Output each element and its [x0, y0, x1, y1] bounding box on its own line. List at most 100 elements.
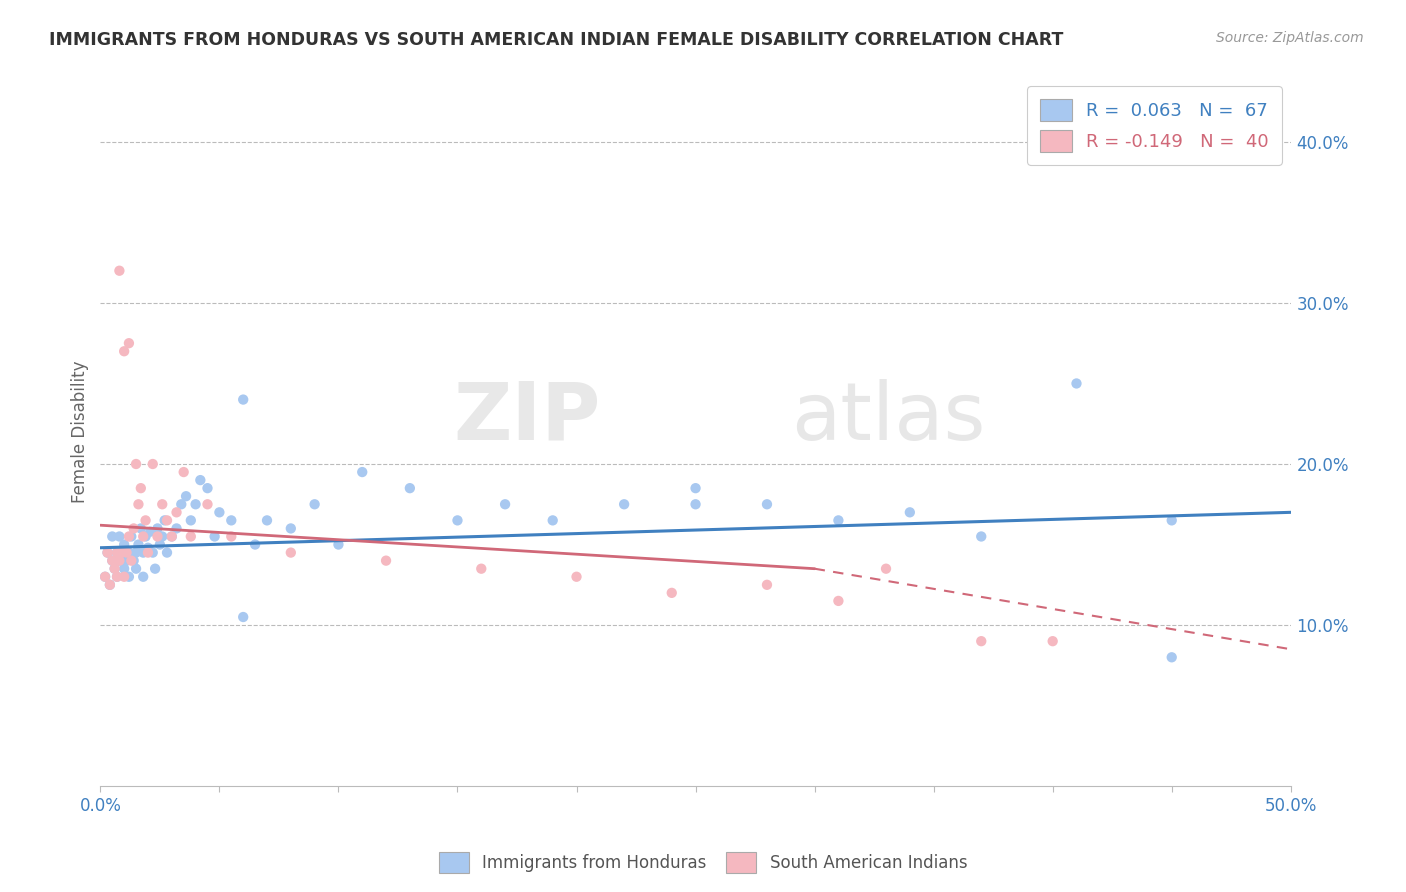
Point	[150, 529, 173, 543]
Point	[180, 529, 202, 543]
Point	[166, 521, 188, 535]
Point	[197, 481, 219, 495]
Point	[756, 578, 779, 592]
Point	[112, 344, 135, 359]
Point	[94, 570, 117, 584]
Legend: Immigrants from Honduras, South American Indians: Immigrants from Honduras, South American…	[432, 846, 974, 880]
Point	[135, 513, 157, 527]
Point	[150, 497, 173, 511]
Point	[153, 513, 176, 527]
Point	[125, 545, 148, 559]
Point	[136, 545, 159, 559]
Point	[105, 545, 128, 559]
Point	[470, 562, 492, 576]
Point	[280, 545, 302, 559]
Point	[127, 497, 149, 511]
Point	[685, 497, 707, 511]
Point	[108, 554, 131, 568]
Point	[166, 505, 188, 519]
Text: Source: ZipAtlas.com: Source: ZipAtlas.com	[1216, 31, 1364, 45]
Point	[875, 562, 897, 576]
Point	[173, 465, 195, 479]
Point	[156, 513, 179, 527]
Point	[132, 529, 155, 543]
Point	[221, 529, 243, 543]
Point	[399, 481, 422, 495]
Point	[221, 513, 243, 527]
Point	[122, 521, 145, 535]
Point	[101, 529, 124, 543]
Point	[232, 392, 254, 407]
Text: atlas: atlas	[790, 378, 986, 457]
Point	[112, 562, 135, 576]
Point	[1160, 650, 1182, 665]
Point	[105, 545, 128, 559]
Point	[112, 537, 135, 551]
Point	[132, 545, 155, 559]
Point	[115, 545, 138, 559]
Point	[1066, 376, 1088, 391]
Point	[970, 529, 993, 543]
Point	[243, 537, 266, 551]
Point	[125, 562, 148, 576]
Point	[111, 545, 134, 559]
Point	[132, 570, 155, 584]
Point	[108, 264, 131, 278]
Point	[197, 497, 219, 511]
Point	[105, 570, 128, 584]
Point	[146, 521, 169, 535]
Point	[375, 554, 398, 568]
Point	[122, 554, 145, 568]
Point	[94, 570, 117, 584]
Point	[352, 465, 374, 479]
Point	[1042, 634, 1064, 648]
Point	[129, 481, 152, 495]
Point	[105, 570, 128, 584]
Point	[96, 545, 118, 559]
Point	[160, 529, 183, 543]
Point	[204, 529, 226, 543]
Point	[135, 529, 157, 543]
Legend: R =  0.063   N =  67, R = -0.149   N =  40: R = 0.063 N = 67, R = -0.149 N = 40	[1026, 87, 1282, 165]
Point	[108, 529, 131, 543]
Point	[685, 481, 707, 495]
Point	[170, 497, 193, 511]
Point	[118, 570, 141, 584]
Point	[112, 570, 135, 584]
Point	[280, 521, 302, 535]
Point	[139, 524, 162, 539]
Point	[125, 457, 148, 471]
Point	[328, 537, 350, 551]
Point	[827, 513, 849, 527]
Point	[156, 545, 179, 559]
Point	[256, 513, 278, 527]
Point	[174, 489, 197, 503]
Point	[494, 497, 516, 511]
Point	[661, 586, 683, 600]
Point	[143, 562, 166, 576]
Text: IMMIGRANTS FROM HONDURAS VS SOUTH AMERICAN INDIAN FEMALE DISABILITY CORRELATION : IMMIGRANTS FROM HONDURAS VS SOUTH AMERIC…	[49, 31, 1063, 49]
Point	[118, 529, 141, 543]
Point	[565, 570, 588, 584]
Point	[142, 545, 165, 559]
Point	[180, 513, 202, 527]
Point	[827, 594, 849, 608]
Point	[108, 554, 131, 568]
Point	[541, 513, 564, 527]
Point	[101, 554, 124, 568]
Text: ZIP: ZIP	[453, 378, 600, 457]
Point	[146, 529, 169, 543]
Point	[118, 545, 141, 559]
Point	[96, 545, 118, 559]
Point	[184, 497, 207, 511]
Y-axis label: Female Disability: Female Disability	[72, 360, 89, 503]
Point	[898, 505, 921, 519]
Point	[149, 537, 172, 551]
Point	[446, 513, 468, 527]
Point	[208, 505, 231, 519]
Point	[142, 457, 165, 471]
Point	[160, 529, 183, 543]
Point	[101, 554, 124, 568]
Point	[232, 610, 254, 624]
Point	[129, 521, 152, 535]
